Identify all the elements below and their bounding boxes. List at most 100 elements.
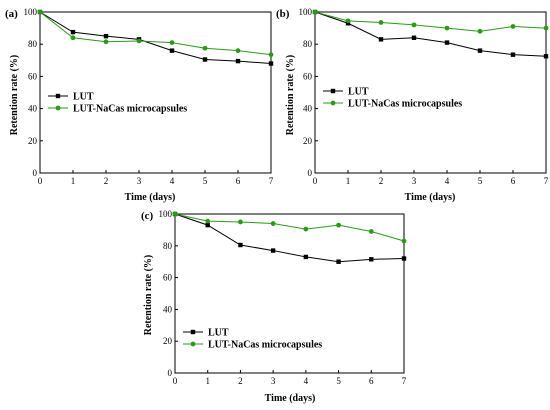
data-point-lut-nacas: [303, 226, 309, 232]
data-point-lut-nacas: [411, 22, 417, 28]
x-tick-label: 2: [238, 376, 243, 386]
panel-a: 0 1 2 3 4 5 6 7 0 20 40 60 80 100 Time (days) Retention…: [5, 7, 274, 203]
x-axis-label: Time (days): [405, 192, 456, 203]
series-line-lut: [39, 11, 272, 65]
data-point-lut: [510, 52, 516, 57]
data-point-lut-nacas: [235, 48, 241, 54]
x-tick-label: 7: [544, 176, 549, 186]
x-tick-label: 7: [402, 376, 407, 386]
legend-marker-circle: [330, 100, 336, 106]
y-tick-label: 60: [28, 71, 38, 81]
data-point-lut: [70, 29, 76, 35]
x-axis-label: Time (days): [125, 192, 176, 203]
x-tick-label: 0: [313, 176, 318, 186]
x-tick-label: 3: [271, 376, 276, 386]
data-point-lut-nacas: [336, 222, 341, 228]
y-tick-label: 100: [299, 7, 313, 17]
x-tick-label: 4: [445, 176, 450, 186]
legend-label: LUT: [208, 328, 229, 339]
data-point-lut-nacas: [510, 24, 516, 29]
legend-marker-circle: [55, 105, 61, 111]
data-point-lut-nacas: [378, 20, 384, 25]
y-tick-label: 0: [308, 168, 313, 178]
data-point-lut: [169, 48, 175, 53]
data-point-lut: [238, 242, 243, 248]
x-tick-label: 2: [104, 176, 109, 186]
series-line-lut: [174, 213, 405, 263]
y-tick-label: 80: [28, 39, 38, 49]
y-tick-label: 20: [28, 136, 38, 146]
x-tick-label: 4: [304, 376, 309, 386]
series-line-lut-nacas: [39, 11, 272, 56]
x-tick-label: 1: [205, 376, 210, 386]
y-axis-label: Retention rate (%): [143, 255, 154, 336]
data-point-lut-nacas: [270, 221, 276, 226]
data-point-lut: [268, 61, 274, 66]
data-point-lut: [303, 254, 309, 260]
legend-label: LUT-NaCas microcapsules: [73, 104, 187, 115]
data-point-lut: [103, 33, 109, 39]
y-tick-label: 40: [28, 104, 38, 114]
x-tick-label: 7: [269, 176, 274, 186]
data-point-lut: [336, 259, 341, 264]
data-point-lut-nacas: [312, 9, 318, 15]
legend-marker-square: [190, 329, 196, 335]
data-point-lut: [444, 40, 450, 45]
panel-label: (a): [5, 8, 18, 20]
y-axis-label: Retention rate (%): [285, 55, 296, 136]
data-point-lut-nacas: [202, 45, 208, 51]
x-tick-label: 0: [38, 176, 43, 186]
panel-label: (c): [141, 210, 154, 222]
data-point-lut: [270, 248, 276, 253]
data-point-lut-nacas: [345, 18, 351, 24]
x-tick-label: 0: [173, 376, 178, 386]
y-tick-label: 80: [303, 39, 313, 49]
data-point-lut-nacas: [368, 229, 374, 234]
data-point-lut: [205, 222, 210, 228]
x-tick-label: 6: [511, 176, 516, 186]
legend-label: LUT: [348, 87, 369, 98]
data-point-lut: [477, 48, 483, 53]
data-point-lut: [345, 21, 351, 26]
y-tick-label: 20: [163, 336, 173, 346]
x-tick-label: 1: [71, 176, 76, 186]
plot-frame: [39, 11, 272, 174]
data-point-lut-nacas: [37, 9, 43, 15]
legend-label: LUT-NaCas microcapsules: [208, 340, 322, 351]
data-point-lut-nacas: [70, 35, 76, 41]
data-point-lut-nacas: [205, 218, 211, 224]
legend-label: LUT: [73, 92, 94, 103]
y-tick-label: 20: [303, 136, 313, 146]
y-tick-label: 0: [33, 168, 38, 178]
panel-c: 0 1 2 3 4 5 6 7 0 20 40 60 80 100 Time (days) Retention…: [141, 209, 407, 404]
data-point-lut: [401, 256, 407, 261]
x-tick-label: 5: [203, 176, 208, 186]
x-tick-label: 3: [137, 176, 142, 186]
y-tick-label: 0: [168, 368, 173, 378]
x-tick-label: 4: [170, 176, 175, 186]
data-point-lut-nacas: [169, 40, 175, 45]
x-tick-label: 2: [379, 176, 384, 186]
y-tick-label: 40: [303, 104, 313, 114]
series-line-lut-nacas: [314, 11, 547, 32]
data-point-lut-nacas: [136, 38, 142, 44]
y-tick-label: 100: [159, 209, 173, 219]
y-tick-label: 80: [163, 241, 173, 251]
x-tick-label: 1: [346, 176, 351, 186]
data-point-lut-nacas: [238, 219, 243, 225]
plot-frame: [314, 11, 547, 174]
x-tick-label: 6: [236, 176, 241, 186]
data-point-lut: [543, 54, 549, 59]
x-tick-label: 5: [336, 376, 341, 386]
y-axis-label: Retention rate (%): [9, 55, 20, 136]
data-point-lut-nacas: [477, 28, 483, 34]
panel-label: (b): [276, 8, 290, 20]
data-point-lut: [369, 257, 374, 262]
x-axis-label: Time (days): [265, 393, 316, 404]
x-tick-label: 6: [369, 376, 374, 386]
legend-marker-square: [330, 88, 336, 94]
